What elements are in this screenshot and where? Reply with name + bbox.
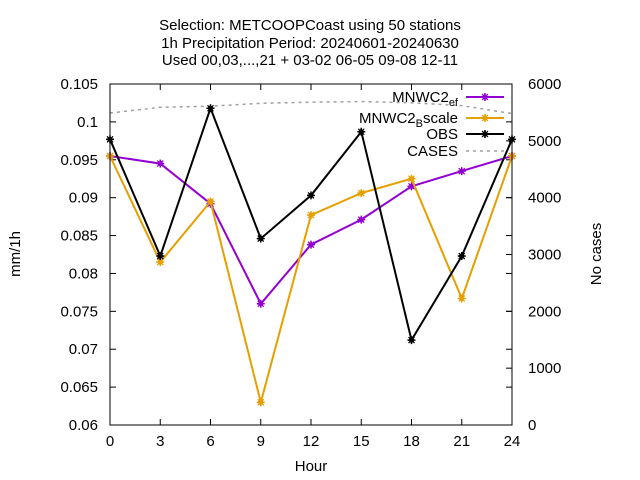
plot-frame: [109, 83, 513, 426]
legend-item-cases: CASES: [407, 143, 504, 160]
data-point-mnwc2-bscale: [407, 174, 416, 183]
series-obs: [106, 104, 516, 345]
legend-marker: [481, 93, 489, 101]
y2-tick-label: 6000: [528, 76, 561, 93]
data-point-mnwc2-ef: [256, 299, 265, 308]
data-point-obs: [156, 252, 165, 261]
data-point-mnwc2-bscale: [457, 294, 466, 303]
legend-marker: [481, 130, 489, 138]
data-point-mnwc2-ef: [357, 215, 366, 224]
y-tick-label: 0.065: [60, 379, 98, 396]
y2-tick-label: 1000: [528, 360, 561, 377]
axis-ticks: 0.060.0650.070.0750.080.0850.090.0950.10…: [60, 76, 561, 450]
data-point-mnwc2-bscale: [256, 398, 265, 407]
x-tick-label: 12: [303, 433, 320, 450]
y2-tick-label: 4000: [528, 190, 561, 207]
y-tick-label: 0.07: [69, 341, 98, 358]
legend-label: MNWC2ef: [392, 89, 459, 109]
data-point-obs: [206, 104, 215, 113]
x-tick-label: 18: [403, 433, 420, 450]
series-line-mnwc2-ef: [109, 155, 513, 306]
y-tick-label: 0.06: [69, 417, 98, 434]
data-point-mnwc2-bscale: [206, 197, 215, 206]
legend-item-mnwc2-bscale: MNWC2Bscale: [359, 110, 504, 130]
data-point-obs: [357, 127, 366, 136]
y-tick-label: 0.085: [60, 228, 98, 245]
x-tick-label: 3: [156, 433, 164, 450]
data-point-obs: [457, 252, 466, 261]
y-tick-label: 0.1: [77, 114, 98, 131]
chart-title-line-2: 1h Precipitation Period: 20240601-202406…: [161, 35, 459, 52]
legend-label: MNWC2Bscale: [359, 110, 458, 130]
y2-tick-label: 3000: [528, 247, 561, 264]
data-point-mnwc2-bscale: [307, 211, 315, 220]
y2-axis-label: No cases: [588, 223, 605, 286]
legend-item-obs: OBS: [426, 126, 504, 143]
data-point-mnwc2-ef: [156, 159, 165, 168]
data-point-mnwc2-ef: [457, 167, 466, 176]
data-point-mnwc2-bscale: [357, 189, 366, 198]
y2-tick-label: 5000: [528, 133, 561, 150]
y-axis-label: mm/1h: [7, 231, 24, 277]
x-tick-label: 9: [257, 433, 265, 450]
legend-marker: [481, 114, 489, 122]
x-tick-label: 24: [504, 433, 521, 450]
y-tick-label: 0.08: [69, 265, 98, 282]
x-tick-label: 6: [206, 433, 214, 450]
data-point-obs: [407, 336, 416, 345]
y2-tick-label: 0: [528, 417, 536, 434]
series-mnwc2-ef: [106, 151, 516, 308]
y2-tick-label: 2000: [528, 303, 561, 320]
y-tick-label: 0.105: [60, 76, 98, 93]
y-tick-label: 0.075: [60, 303, 98, 320]
data-point-mnwc2-ef: [307, 240, 315, 249]
x-axis-label: Hour: [295, 458, 328, 475]
series-mnwc2-bscale: [106, 151, 516, 407]
y-tick-label: 0.09: [69, 190, 98, 207]
y-tick-label: 0.095: [60, 152, 98, 169]
chart-title-line-1: Selection: METCOOPCoast using 50 station…: [159, 17, 461, 34]
x-tick-label: 15: [353, 433, 370, 450]
legend-item-mnwc2-ef: MNWC2ef: [392, 89, 504, 109]
x-tick-label: 21: [453, 433, 470, 450]
x-tick-label: 0: [106, 433, 114, 450]
data-point-obs: [307, 191, 315, 200]
data-point-obs: [256, 234, 265, 243]
chart-title-line-3: Used 00,03,...,21 + 03-02 06-05 09-08 12…: [162, 52, 458, 69]
legend-label: OBS: [426, 126, 458, 143]
legend-label: CASES: [407, 143, 458, 160]
